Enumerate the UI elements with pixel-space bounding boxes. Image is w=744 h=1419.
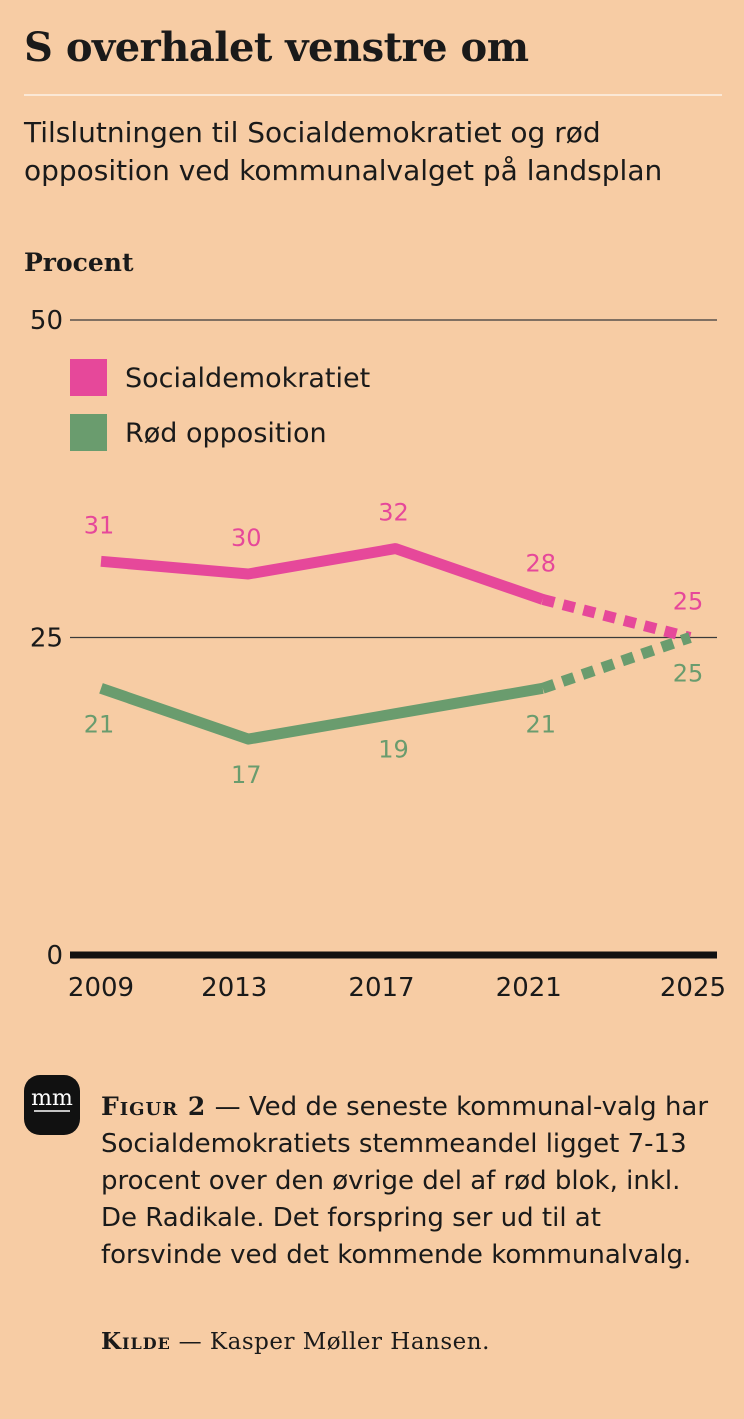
- caption-dash: —: [214, 1092, 241, 1122]
- figure-caption: Figur 2 — Ved de seneste kommunal-valg h…: [101, 1088, 721, 1274]
- x-tick-label: 2017: [348, 973, 414, 1003]
- legend-label-socialdemokratiet: Socialdemokratiet: [125, 363, 370, 394]
- title-divider: [24, 94, 722, 96]
- x-tick-label: 2013: [201, 973, 267, 1003]
- logo-text: mm: [31, 1086, 73, 1111]
- source-line: Kilde — Kasper Møller Hansen.: [101, 1328, 490, 1355]
- data-label-socialdemokratiet: 28: [525, 549, 556, 577]
- line-chart: 0 25 50 2009 2013 2017 2021 2025 31 30 32 28 25 Socia…: [30, 306, 726, 1003]
- source-text: Kasper Møller Hansen.: [209, 1329, 490, 1355]
- y-axis-label: Procent: [24, 248, 134, 277]
- caption-text: Ved de seneste kommunal-valg har Sociald…: [101, 1092, 709, 1270]
- legend-swatch-socialdemokratiet: [70, 359, 107, 396]
- source-dash: —: [178, 1329, 203, 1355]
- source-heading: Kilde: [101, 1328, 171, 1355]
- y-tick-label: 50: [30, 306, 63, 336]
- x-tick-label: 2009: [68, 973, 134, 1003]
- data-label-socialdemokratiet: 30: [231, 524, 262, 552]
- data-label-roed-opposition: 19: [378, 736, 409, 764]
- data-label-roed-opposition: 17: [231, 761, 262, 789]
- y-tick-label: 25: [30, 624, 63, 654]
- data-label-roed-opposition: 25: [673, 660, 704, 688]
- page-title: S overhalet venstre om: [24, 24, 529, 71]
- chart-subtitle: Tilslutningen til Socialdemokratiet og r…: [24, 116, 663, 187]
- series-line-roed-opposition: [99, 682, 544, 745]
- data-label-socialdemokratiet: 32: [378, 499, 409, 527]
- x-tick-label: 2021: [496, 973, 562, 1003]
- data-label-roed-opposition: 21: [84, 710, 115, 738]
- data-label-roed-opposition: 21: [525, 710, 556, 738]
- legend-swatch-roed-opposition: [70, 414, 107, 451]
- data-label-socialdemokratiet: 25: [673, 588, 704, 616]
- series-line-socialdemokratiet: [100, 543, 545, 605]
- caption-heading: Figur 2: [101, 1092, 207, 1121]
- y-tick-label: 0: [46, 941, 63, 971]
- x-tick-label: 2025: [660, 973, 726, 1003]
- legend-label-roed-opposition: Rød opposition: [125, 418, 327, 449]
- data-label-socialdemokratiet: 31: [84, 511, 115, 539]
- series-projection-roed-opposition: [540, 632, 692, 694]
- publisher-logo-icon: mm: [24, 1075, 80, 1135]
- series-projection-socialdemokratiet: [541, 594, 692, 643]
